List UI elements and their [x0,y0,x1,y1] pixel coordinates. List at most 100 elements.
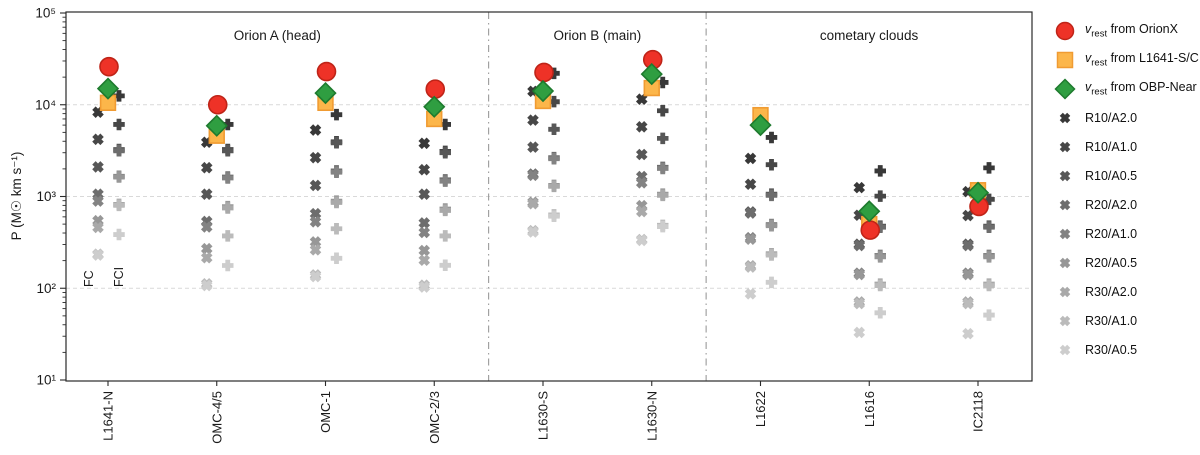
fc-x-marker [418,137,431,150]
fc-x-marker [853,181,866,194]
legend-square-icon [1056,51,1074,68]
fc-x-marker [853,239,866,252]
x-tick-label: L1630-N [644,391,659,441]
fci-plus-marker [439,146,451,159]
legend-x-icon [1059,141,1071,152]
x-tick-label: L1630-S [536,391,551,440]
fci-plus-marker [657,105,669,117]
legend-label: R20/A1.0 [1085,226,1138,241]
fci-plus-marker [330,108,343,121]
fc-x-marker [200,279,213,292]
fc-x-marker [744,152,757,165]
fci-plus-marker [222,259,234,272]
legend-label: R10/A0.5 [1085,168,1138,183]
fci-plus-marker [439,230,451,242]
fc-x-marker [309,179,322,192]
fc-x-marker [418,244,431,257]
fci-plus-marker [657,132,669,145]
fc-x-marker [309,151,322,164]
fci-plus-marker [983,279,995,292]
fc-x-marker [635,148,648,161]
fci-plus-marker [439,204,451,217]
obpnear-diamond-marker [531,79,555,103]
fci-plus-marker [874,165,886,177]
x-tick-label: OMC-1 [318,391,333,433]
fci-plus-marker [330,223,343,235]
fc-x-marker [309,216,322,228]
legend-label: R30/A0.5 [1085,342,1138,357]
fci-plus-marker [548,95,560,108]
legend-item: R10/A2.0 [1052,103,1200,132]
fci-plus-marker [765,189,778,202]
fci-plus-marker [222,172,234,184]
y-tick-label: 10² [36,281,56,296]
fc-x-marker [92,133,104,146]
fci-plus-marker [765,276,778,289]
fc-x-marker [527,114,539,126]
fci-plus-marker [548,67,560,80]
fci-plus-marker [222,202,234,214]
legend-item: R30/A0.5 [1052,335,1200,364]
fc-x-marker [418,188,431,200]
fc-x-marker [418,281,431,293]
x-tick-label: L1622 [753,391,768,427]
fci-plus-marker [657,189,669,202]
fc-x-marker [635,177,648,189]
fc-x-marker [418,163,431,176]
fc-x-marker [92,221,104,234]
obpnear-diamond-marker [640,62,663,86]
fci-plus-marker [113,171,125,183]
fc-x-marker [309,244,322,256]
legend: vrest from OrionX vrest from L1641-S/C vre… [1052,16,1200,364]
x-tick-label: L1641-N [101,391,116,441]
fci-plus-marker [113,228,125,241]
plot-canvas: Orion A (head) Orion B (main) cometary clo… [35,6,1033,444]
legend-label: R20/A0.5 [1085,255,1138,270]
fci-plus-marker [657,76,669,89]
fc-x-marker [418,226,431,239]
legend-x-icon [1059,315,1071,326]
obpnear-diamond-marker [96,77,120,100]
fc-x-marker [853,326,866,339]
x-tick-label: OMC-4/5 [209,391,224,444]
y-axis-label: P (M☉ km s⁻¹) [9,151,24,241]
fc-x-marker [962,327,974,340]
legend-label: R30/A2.0 [1085,284,1138,299]
fci-plus-marker [330,252,343,265]
fc-x-marker [418,217,431,229]
fci-plus-marker [983,193,995,206]
fc-column-label: FC [82,270,96,287]
fci-plus-marker [548,180,560,193]
fc-x-marker [527,141,539,153]
fci-plus-marker [765,131,778,144]
fc-x-marker [744,178,757,191]
fci-plus-marker [330,166,343,178]
legend-item: vrest from OBP-Near [1052,74,1200,103]
section-title: Orion A (head) [234,28,321,43]
plot-border [65,11,1033,382]
legend-label: vrest from OBP-Near [1085,79,1197,98]
fc-x-marker [744,288,757,300]
legend-label: R10/A1.0 [1085,139,1138,154]
orionx-circle-marker [860,220,881,240]
orionx-circle-marker [99,56,119,77]
legend-label: R20/A2.0 [1085,197,1138,212]
fci-column-label: FCI [112,267,126,287]
fci-plus-marker [439,175,451,187]
legend-x-icon [1059,199,1071,210]
legend-label: vrest from OrionX [1085,21,1178,40]
section-title: Orion B (main) [553,28,641,43]
legend-item: vrest from OrionX [1052,16,1200,45]
legend-x-icon [1059,286,1071,297]
legend-item: R20/A0.5 [1052,248,1200,277]
obpnear-diamond-marker [749,113,772,137]
legend-item: R20/A2.0 [1052,190,1200,219]
obpnear-diamond-marker [314,81,337,105]
obpnear-diamond-marker [423,95,446,118]
y-tick-label: 10⁵ [35,6,56,21]
orionx-circle-marker [425,79,446,99]
fci-plus-marker [983,221,995,234]
fci-plus-marker [983,251,995,263]
fci-plus-marker [657,220,669,233]
